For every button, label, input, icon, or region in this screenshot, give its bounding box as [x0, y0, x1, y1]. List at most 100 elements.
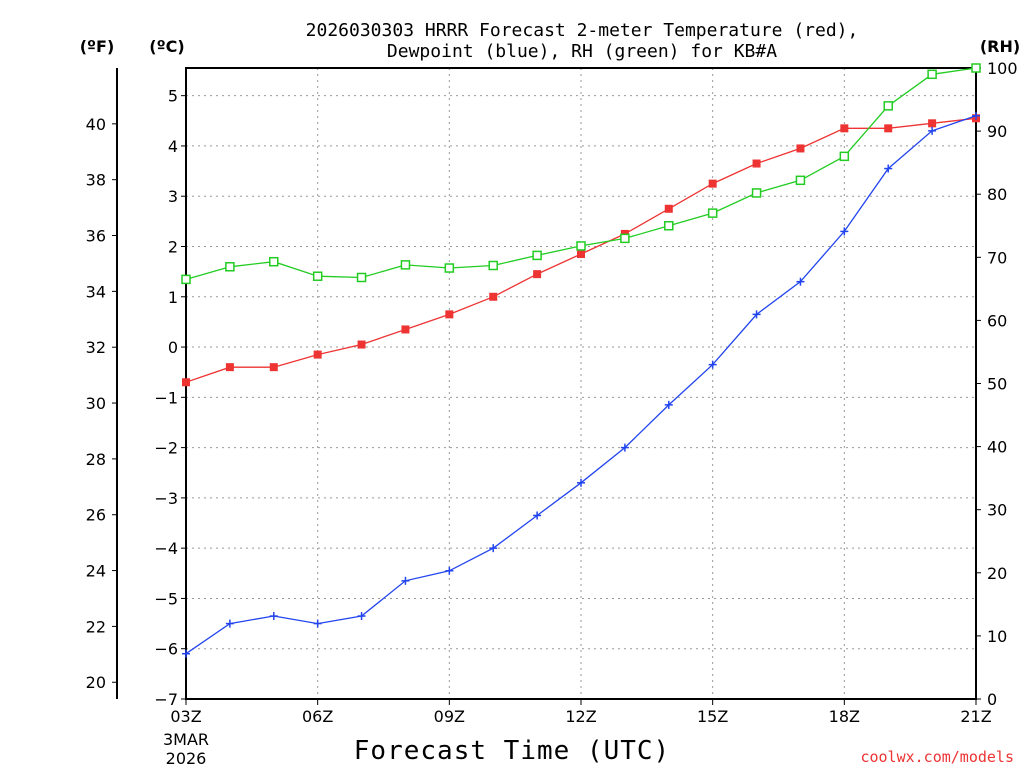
celsius-tick-label: 3 [168, 187, 178, 206]
rh-point [225, 262, 235, 272]
dewpoint-point [840, 227, 849, 236]
rh-tick-label: 10 [987, 627, 1007, 646]
dewpoint-point [664, 400, 673, 409]
dewpoint-point [620, 443, 629, 452]
series [181, 63, 981, 658]
temperature-point [884, 124, 893, 133]
rh-point [795, 175, 806, 186]
temperature-point [664, 204, 673, 213]
rh-tick-label: 60 [987, 311, 1007, 330]
temperature-point [445, 310, 454, 319]
fahrenheit-tick-label: 24 [86, 562, 106, 581]
dewpoint-point [708, 360, 717, 369]
temperature-point [928, 119, 937, 128]
dewpoint-point [796, 277, 805, 286]
dewpoint-point [269, 612, 278, 621]
rh-tick-label: 30 [987, 501, 1007, 520]
fahrenheit-tick-label: 34 [86, 282, 106, 301]
temperature-point [533, 270, 542, 279]
x-tick-label: 09Z [434, 707, 465, 726]
x-axis-title: Forecast Time (UTC) [354, 736, 670, 766]
temperature-point [840, 124, 849, 133]
chart-title-line2: Dewpoint (blue), RH (green) for KB#A [387, 41, 777, 62]
rh-tick-label: 50 [987, 375, 1007, 394]
rh-tick-label: 80 [987, 185, 1007, 204]
fahrenheit-tick-label: 26 [86, 506, 106, 525]
celsius-axis-unit: (ºC) [149, 37, 184, 56]
dewpoint-point [752, 310, 761, 319]
dewpoint-point [972, 111, 980, 120]
x-date-label-day: 3MAR [163, 730, 209, 749]
x-tick-label: 15Z [697, 707, 728, 726]
temperature-point [796, 144, 805, 153]
dewpoint-point [884, 164, 893, 173]
rh-point [181, 274, 191, 285]
celsius-tick-label: −5 [154, 589, 178, 608]
rh-point [312, 271, 323, 281]
rh-point [356, 272, 367, 283]
rh-tick-label: 90 [987, 122, 1007, 141]
rh-point [839, 151, 850, 162]
temperature-point [357, 340, 366, 349]
celsius-tick-label: −2 [154, 439, 178, 458]
fahrenheit-axis-unit: (ºF) [80, 37, 115, 56]
rh-point [707, 208, 718, 218]
dewpoint-point [225, 619, 234, 628]
rh-tick-label: 40 [987, 438, 1007, 457]
source-credit: coolwx.com/models [860, 748, 1014, 766]
rh-point [751, 188, 762, 198]
temperature-point [182, 378, 190, 387]
rh-axis-unit: (RH) [980, 37, 1020, 56]
fahrenheit-tick-label: 40 [86, 115, 106, 134]
rh-point [664, 221, 674, 231]
temperature-point [489, 292, 498, 301]
rh-point [488, 260, 498, 271]
rh-tick-label: 70 [987, 248, 1007, 267]
fahrenheit-tick-label: 22 [86, 617, 106, 636]
celsius-tick-label: 5 [168, 87, 178, 106]
x-tick-label: 18Z [829, 707, 860, 726]
dewpoint-point [533, 511, 542, 520]
rh-point [927, 69, 937, 80]
rh-point [400, 260, 411, 270]
dewpoint-point [182, 649, 190, 658]
dewpoint-point [401, 576, 410, 585]
temperature-point [313, 350, 322, 359]
rh-point [971, 63, 981, 73]
dewpoint-point [577, 478, 585, 487]
x-tick-label: 12Z [565, 707, 596, 726]
tick-labels: 03Z 06Z 09Z 12Z 15Z 18Z 21Z543210−1−2−3−4−5−6−… [86, 59, 1018, 726]
celsius-tick-label: −4 [154, 539, 178, 558]
rh-point [269, 256, 279, 267]
celsius-tick-label: 1 [168, 288, 178, 307]
celsius-tick-label: −6 [154, 640, 178, 659]
rh-point [444, 263, 455, 273]
celsius-tick-label: 0 [168, 338, 178, 357]
temperature-point [708, 179, 717, 188]
celsius-tick-label: −1 [154, 388, 178, 407]
rh-tick-label: 0 [987, 690, 997, 709]
rh-tick-label: 20 [987, 564, 1007, 583]
rh-tick-label: 100 [987, 59, 1018, 78]
x-date-label-year: 2026 [166, 749, 207, 768]
fahrenheit-tick-label: 38 [86, 171, 106, 190]
celsius-tick-label: 2 [168, 237, 178, 256]
temperature-point [401, 325, 410, 334]
celsius-tick-label: −7 [154, 690, 178, 709]
temperature-point [752, 159, 761, 168]
dewpoint-point [489, 544, 498, 553]
celsius-tick-label: −3 [154, 489, 178, 508]
dewpoint-point [445, 566, 454, 575]
rh-point [532, 250, 542, 261]
temperature-point [269, 363, 278, 372]
rh-point [620, 233, 630, 244]
fahrenheit-tick-label: 30 [86, 394, 106, 413]
chart-title-line1: 2026030303 HRRR Forecast 2-meter Tempera… [306, 20, 859, 41]
temperature-point [577, 250, 585, 259]
fahrenheit-tick-label: 28 [86, 450, 106, 469]
x-tick-label: 06Z [302, 707, 333, 726]
fahrenheit-tick-label: 32 [86, 338, 106, 357]
celsius-tick-label: 4 [168, 137, 178, 156]
dewpoint-point [313, 619, 322, 628]
